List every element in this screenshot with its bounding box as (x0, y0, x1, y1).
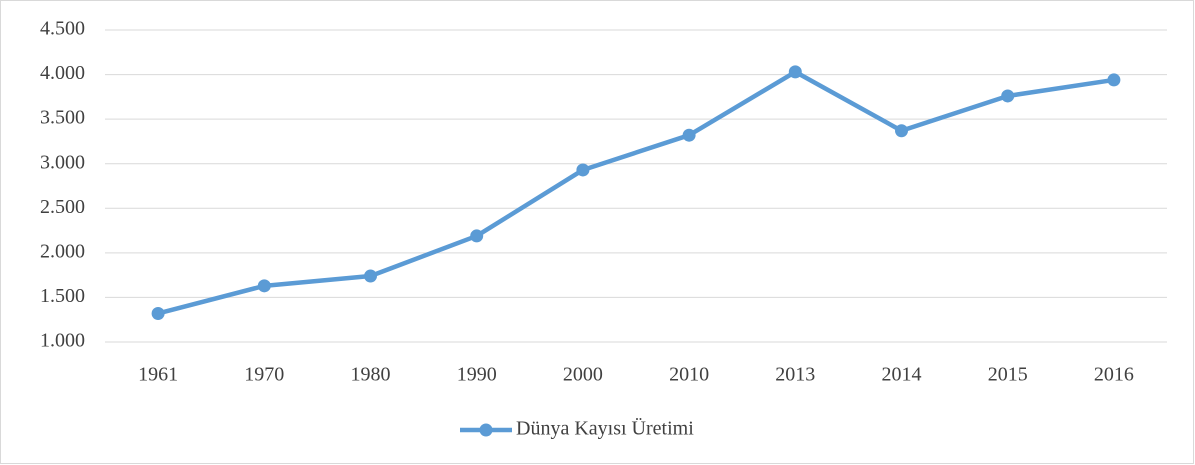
x-tick-label: 1980 (351, 364, 391, 386)
y-tick-label: 1.500 (40, 285, 85, 307)
legend-label: Dünya Kayısı Üretimi (516, 417, 694, 440)
legend-swatch-marker (479, 423, 493, 437)
data-point (1001, 89, 1015, 103)
y-tick-label: 2.500 (40, 196, 85, 218)
x-tick-label: 1990 (457, 364, 497, 386)
y-tick-label: 3.500 (40, 107, 85, 129)
y-tick-label: 3.000 (40, 151, 85, 173)
x-tick-label: 2013 (775, 364, 815, 386)
data-line (157, 69, 1115, 316)
data-point (470, 229, 484, 243)
x-tick-label: 2014 (882, 364, 922, 386)
data-point (1107, 73, 1121, 87)
data-point (576, 163, 590, 177)
y-tick-label: 4.500 (40, 18, 85, 40)
x-tick-label: 1970 (244, 364, 284, 386)
y-tick-label: 1.000 (40, 330, 85, 352)
x-tick-label: 2015 (988, 364, 1028, 386)
x-tick-label: 1961 (138, 364, 178, 386)
x-tick-label: 2016 (1094, 364, 1134, 386)
data-point (364, 269, 377, 283)
y-tick-label: 2.000 (40, 240, 85, 262)
x-tick-label: 2000 (563, 364, 603, 386)
data-point (257, 279, 271, 293)
x-tick-label: 2010 (669, 364, 709, 386)
data-point (151, 306, 165, 320)
y-tick-label: 4.000 (40, 62, 85, 84)
data-point (682, 128, 696, 142)
data-point (788, 65, 802, 79)
data-point (895, 124, 908, 138)
